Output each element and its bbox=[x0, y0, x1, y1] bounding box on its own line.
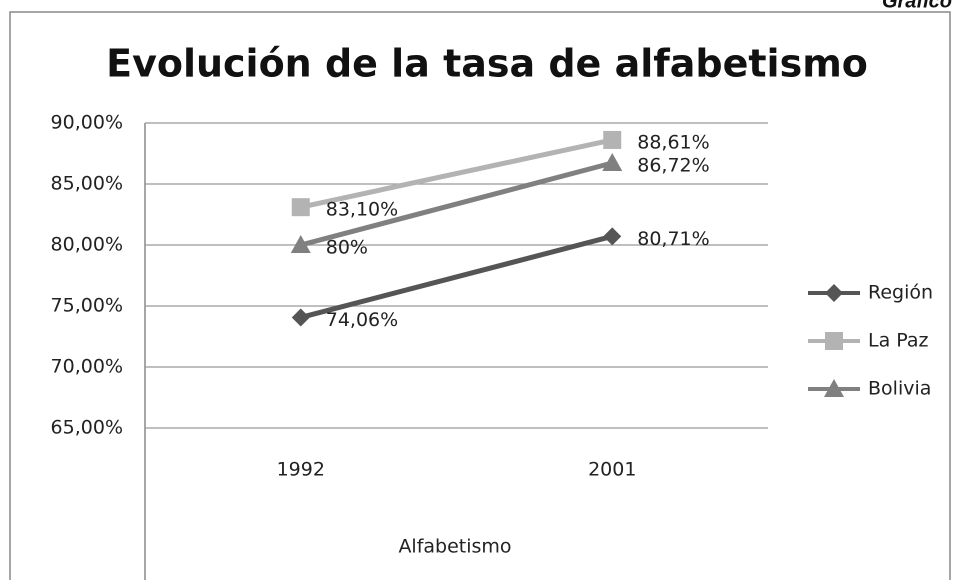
series-line bbox=[300, 233, 613, 320]
legend-label: Bolivia bbox=[868, 378, 931, 400]
marker bbox=[602, 153, 623, 172]
data-label: 88,61% bbox=[637, 131, 709, 153]
chart-title: Evolución de la tasa de alfabetismo bbox=[106, 42, 868, 86]
y-tick-label: 65,00% bbox=[51, 417, 123, 439]
legend-marker bbox=[824, 379, 844, 397]
x-tick-label: 1992 bbox=[277, 459, 325, 481]
page-label: Gráfico bbox=[882, 0, 952, 12]
x-axis-label: Alfabetismo bbox=[398, 536, 511, 558]
y-tick-label: 90,00% bbox=[51, 112, 123, 134]
data-label: 80,71% bbox=[637, 228, 709, 250]
y-tick-label: 75,00% bbox=[51, 295, 123, 317]
y-tick-label: 85,00% bbox=[51, 173, 123, 195]
chart-border bbox=[9, 11, 951, 580]
y-tick-label: 80,00% bbox=[51, 234, 123, 256]
marker bbox=[603, 227, 622, 246]
marker bbox=[291, 308, 310, 327]
legend-marker bbox=[825, 332, 843, 350]
series-line bbox=[300, 137, 613, 210]
data-label: 80% bbox=[326, 237, 368, 259]
y-tick-label: 70,00% bbox=[51, 356, 123, 378]
legend-marker bbox=[825, 284, 843, 302]
x-tick-label: 2001 bbox=[588, 459, 636, 481]
legend-label: Región bbox=[868, 282, 933, 304]
data-label: 86,72% bbox=[637, 155, 709, 177]
marker bbox=[603, 130, 622, 149]
series-line bbox=[300, 160, 613, 248]
marker bbox=[290, 235, 311, 253]
data-label: 83,10% bbox=[326, 199, 398, 221]
marker bbox=[291, 198, 310, 217]
legend-label: La Paz bbox=[868, 330, 929, 352]
data-label: 74,06% bbox=[326, 309, 398, 331]
